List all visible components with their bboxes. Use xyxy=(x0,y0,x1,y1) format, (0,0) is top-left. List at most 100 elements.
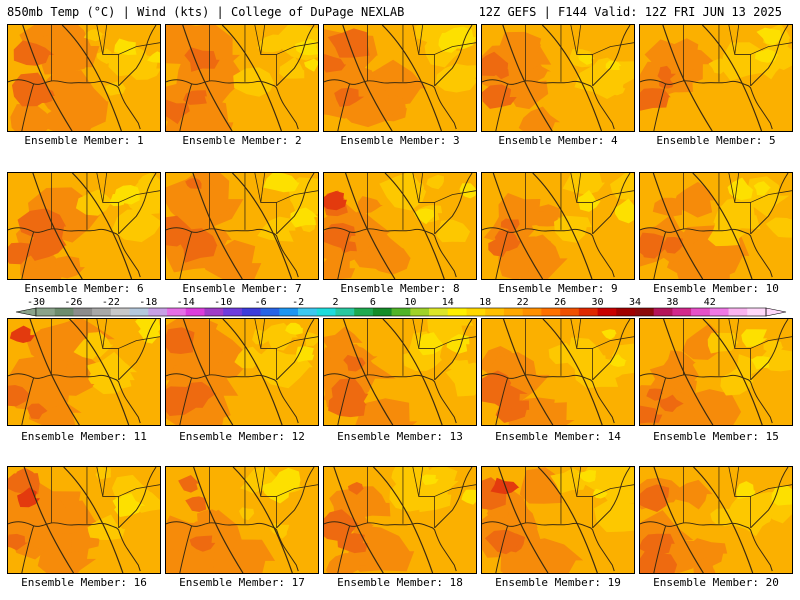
ensemble-member-caption: Ensemble Member: 10 xyxy=(653,282,779,295)
ensemble-member-caption: Ensemble Member: 5 xyxy=(656,134,776,147)
ensemble-member-caption: Ensemble Member: 4 xyxy=(498,134,618,147)
colorbar-segment xyxy=(185,308,205,316)
ensemble-member-map xyxy=(165,318,319,426)
colorbar-tick-label: -14 xyxy=(176,297,195,308)
colorbar-segment xyxy=(316,308,336,316)
colorbar-segment xyxy=(503,308,523,316)
colorbar-tick-label: -26 xyxy=(64,297,83,308)
model-valid-time: 12Z GEFS | F144 Valid: 12Z FRI JUN 13 20… xyxy=(478,5,782,19)
ensemble-member-map xyxy=(165,466,319,574)
colorbar-segment xyxy=(429,308,449,316)
ensemble-member-map xyxy=(7,24,161,132)
ensemble-member-map xyxy=(323,24,477,132)
ensemble-member-map xyxy=(639,318,793,426)
colorbar-segment xyxy=(578,308,598,316)
colorbar-segment xyxy=(747,308,767,316)
colorbar-segment xyxy=(391,308,411,316)
ensemble-member-caption: Ensemble Member: 7 xyxy=(182,282,302,295)
colorbar-segment xyxy=(204,308,224,316)
colorbar-segment xyxy=(148,308,168,316)
colorbar-tick-label: -30 xyxy=(26,297,46,308)
colorbar-segment xyxy=(560,308,580,316)
ensemble-member-caption: Ensemble Member: 18 xyxy=(337,576,463,589)
ensemble-member-caption: Ensemble Member: 9 xyxy=(498,282,618,295)
colorbar-segment xyxy=(653,308,673,316)
ensemble-member-map xyxy=(639,172,793,280)
colorbar-tick-label: -22 xyxy=(101,297,120,308)
colorbar-segment xyxy=(241,308,261,316)
ensemble-member-caption: Ensemble Member: 2 xyxy=(182,134,302,147)
ensemble-member-caption: Ensemble Member: 20 xyxy=(653,576,779,589)
colorbar-segment xyxy=(541,308,561,316)
ensemble-member-caption: Ensemble Member: 19 xyxy=(495,576,621,589)
ensemble-member-map xyxy=(323,466,477,574)
colorbar-tick-label: 6 xyxy=(369,297,376,308)
colorbar-segment xyxy=(672,308,692,316)
ensemble-member-map xyxy=(323,172,477,280)
ensemble-member-map xyxy=(639,466,793,574)
ensemble-member-map xyxy=(7,172,161,280)
colorbar-segment xyxy=(522,308,542,316)
colorbar-segment xyxy=(260,308,280,316)
colorbar-tick-label: -6 xyxy=(254,297,267,308)
colorbar-segment xyxy=(167,308,187,316)
map-title: 850mb Temp (°C) | Wind (kts) | College o… xyxy=(7,5,405,19)
ensemble-member-map xyxy=(639,24,793,132)
colorbar-segment xyxy=(728,308,748,316)
ensemble-member-caption: Ensemble Member: 6 xyxy=(24,282,144,295)
temperature-colorbar xyxy=(15,307,787,317)
ensemble-member-map xyxy=(7,466,161,574)
ensemble-member-map xyxy=(165,24,319,132)
colorbar-tick-label: 34 xyxy=(628,297,642,308)
colorbar-tick-label: 10 xyxy=(404,297,417,308)
colorbar-tick-label: 22 xyxy=(516,297,529,308)
colorbar-segment xyxy=(73,308,93,316)
colorbar-max-arrow xyxy=(765,307,787,317)
colorbar-segment xyxy=(691,308,711,316)
colorbar-segment xyxy=(616,308,636,316)
ensemble-member-map xyxy=(323,318,477,426)
colorbar-segment xyxy=(372,308,392,316)
colorbar-min-arrow xyxy=(15,307,37,317)
colorbar-segment xyxy=(634,308,654,316)
colorbar-tick-label: -18 xyxy=(139,297,158,308)
colorbar-tick-label: 18 xyxy=(479,297,492,308)
ensemble-member-caption: Ensemble Member: 8 xyxy=(340,282,460,295)
colorbar-segment xyxy=(485,308,505,316)
ensemble-member-map xyxy=(481,172,635,280)
colorbar-tick-label: -10 xyxy=(214,297,233,308)
ensemble-member-map xyxy=(481,24,635,132)
ensemble-member-caption: Ensemble Member: 1 xyxy=(24,134,144,147)
colorbar-segment xyxy=(466,308,486,316)
colorbar-tick-label: 42 xyxy=(703,297,716,308)
colorbar-tick-label: -2 xyxy=(292,297,305,308)
colorbar-segment xyxy=(36,308,56,316)
colorbar-segment xyxy=(223,308,243,316)
colorbar-segment xyxy=(335,308,355,316)
ensemble-member-map xyxy=(481,318,635,426)
colorbar-tick-label: 2 xyxy=(332,297,339,308)
ensemble-member-caption: Ensemble Member: 16 xyxy=(21,576,147,589)
ensemble-member-caption: Ensemble Member: 15 xyxy=(653,430,779,443)
colorbar-tick-label: 14 xyxy=(441,297,454,308)
ensemble-member-map xyxy=(481,466,635,574)
colorbar-segment xyxy=(54,308,74,316)
colorbar-tick-label: 38 xyxy=(666,297,679,308)
colorbar-segment xyxy=(354,308,374,316)
colorbar-segment xyxy=(447,308,467,316)
colorbar-segment xyxy=(110,308,130,316)
ensemble-member-caption: Ensemble Member: 3 xyxy=(340,134,460,147)
colorbar-segment xyxy=(129,308,149,316)
ensemble-member-caption: Ensemble Member: 17 xyxy=(179,576,305,589)
ensemble-member-caption: Ensemble Member: 13 xyxy=(337,430,463,443)
ensemble-member-caption: Ensemble Member: 11 xyxy=(21,430,147,443)
ensemble-member-caption: Ensemble Member: 12 xyxy=(179,430,305,443)
colorbar-tick-label: 30 xyxy=(591,297,604,308)
colorbar-segment xyxy=(597,308,617,316)
colorbar-segment xyxy=(279,308,299,316)
colorbar-segment xyxy=(709,308,729,316)
colorbar-segment xyxy=(410,308,430,316)
ensemble-member-map xyxy=(7,318,161,426)
ensemble-member-caption: Ensemble Member: 14 xyxy=(495,430,621,443)
ensemble-member-map xyxy=(165,172,319,280)
